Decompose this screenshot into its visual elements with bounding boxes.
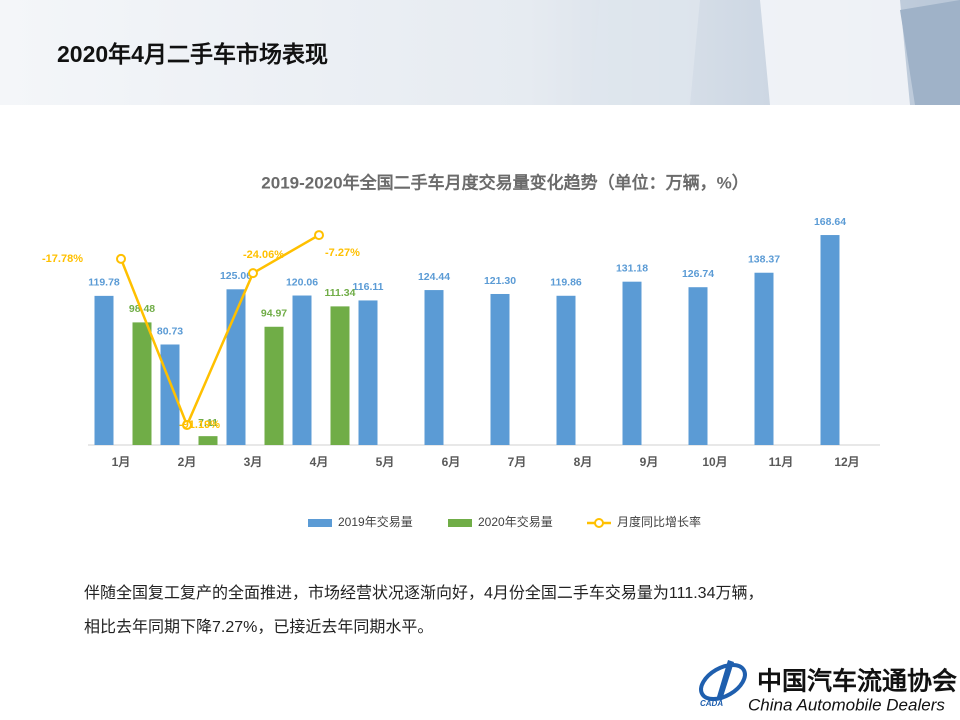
bar-value-label: 116.11 [353, 281, 384, 293]
x-tick-label: 4月 [310, 455, 329, 469]
page-title: 2020年4月二手车市场表现 [57, 41, 328, 67]
bar [622, 281, 642, 445]
legend-label: 2019年交易量 [338, 514, 413, 529]
bar [330, 306, 350, 445]
line [119, 234, 320, 429]
bar [424, 290, 444, 445]
bar-value-label: 121.30 [484, 275, 516, 287]
org-name-en: China Automobile Dealers [748, 695, 945, 714]
line-marker [182, 420, 192, 431]
legend-label: 2020年交易量 [478, 514, 553, 529]
bar-value-label: 120.06 [286, 276, 318, 288]
x-tick-label: 7月 [508, 455, 527, 469]
x-tick-label: 5月 [376, 455, 395, 469]
x-tick-label: 12月 [834, 455, 859, 469]
x-tick-label: 11月 [769, 455, 794, 469]
bar [160, 344, 180, 445]
bar-value-label: 126.74 [682, 268, 714, 280]
x-tick-label: 8月 [574, 455, 593, 469]
x-tick-label: 6月 [442, 455, 461, 469]
bar [198, 436, 218, 445]
bar [556, 295, 576, 445]
logo [699, 660, 747, 702]
x-tick-label: 10月 [702, 455, 727, 469]
bar [292, 295, 312, 445]
line-value-label: -91.19% [179, 419, 220, 431]
line-marker [248, 268, 258, 279]
x-tick-label: 1月 [112, 455, 131, 469]
bar-value-label: 119.86 [550, 277, 582, 289]
bar-value-label: 7.11 [198, 417, 218, 429]
bar-value-label: 94.97 [261, 308, 287, 320]
x-tick-label: 2月 [178, 455, 197, 469]
header-shape [900, 0, 960, 105]
header-shape [760, 0, 910, 105]
bar [358, 300, 378, 445]
line-value-label: -17.78% [42, 253, 83, 265]
bar [754, 272, 774, 445]
bar [820, 235, 840, 445]
legend-label: 月度同比增长率 [617, 514, 701, 529]
bar [490, 293, 510, 445]
bar-value-label: 138.37 [748, 254, 780, 266]
line-value-label: -7.27% [325, 247, 360, 259]
logo-text: CADA [700, 699, 723, 708]
bar [688, 287, 708, 445]
line-marker [314, 230, 324, 241]
x-tick-label: 3月 [244, 455, 263, 469]
bar-value-label: 111.34 [325, 287, 356, 299]
body-text: 伴随全国复工复产的全面推进，市场经营状况逐渐向好，4月份全国二手车交易量为111… [84, 584, 763, 602]
bar-value-label: 119.78 [88, 277, 120, 289]
legend-swatch [448, 519, 472, 527]
logo-stroke [716, 660, 734, 700]
legend-swatch [308, 519, 332, 527]
x-tick-label: 9月 [640, 455, 659, 469]
bar-value-label: 80.73 [157, 325, 183, 337]
bar-value-label: 125.06 [220, 270, 252, 282]
logo-ring [699, 662, 747, 702]
bar [264, 326, 284, 445]
header-shape [590, 0, 700, 105]
legend-swatch [594, 518, 604, 528]
bar [94, 295, 114, 445]
chart-title: 2019-2020年全国二手车月度交易量变化趋势（单位：万辆，%） [261, 172, 748, 192]
bar [132, 322, 152, 445]
org-name: 中国汽车流通协会 [757, 667, 957, 696]
bar-value-label: 168.64 [814, 216, 846, 228]
bar-value-label: 131.18 [616, 262, 648, 274]
bar [226, 289, 246, 445]
line-marker [116, 253, 126, 264]
bar-value-label: 124.44 [418, 271, 450, 283]
body-text: 相比去年同期下降7.27%，已接近去年同期水平。 [84, 618, 433, 636]
line-value-label: -24.06% [243, 249, 284, 261]
